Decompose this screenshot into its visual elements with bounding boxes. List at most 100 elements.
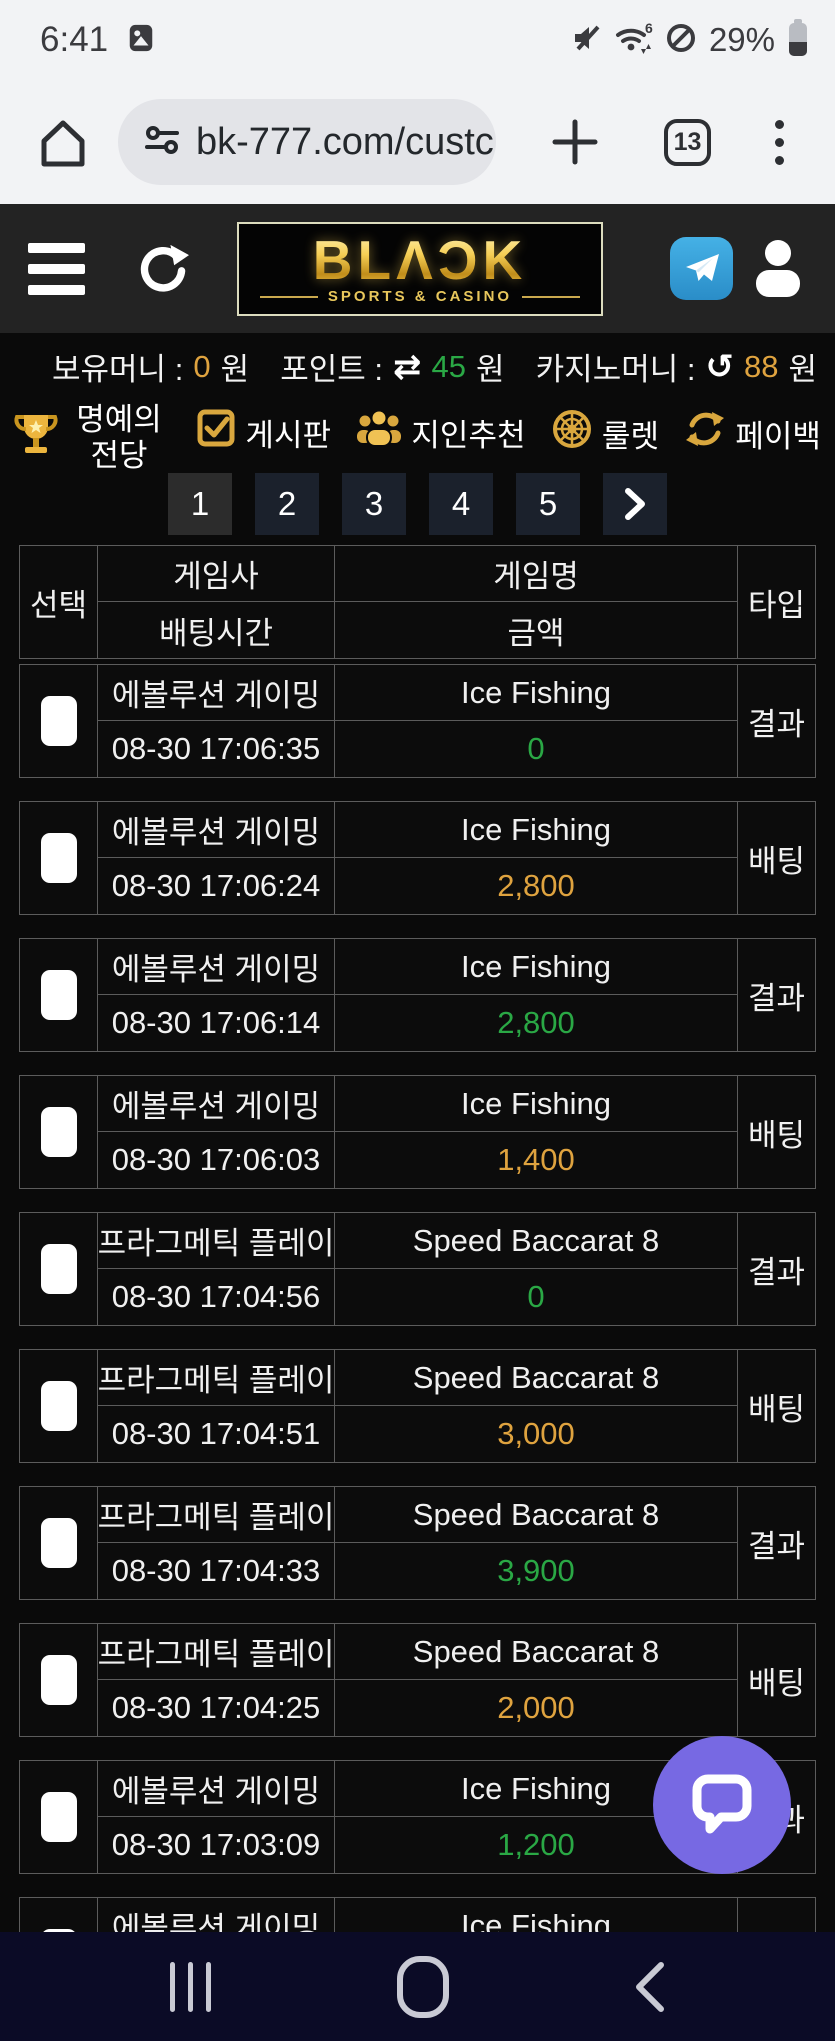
- sound-muted-icon: [571, 22, 603, 59]
- svg-text:6: 6: [645, 21, 653, 36]
- page-button-2[interactable]: 2: [255, 473, 319, 535]
- bet-amount: 2,800: [497, 1005, 575, 1040]
- own-money-label: 보유머니 :: [52, 352, 184, 387]
- wifi6-icon: 6: [615, 20, 653, 60]
- nav-payback[interactable]: 페이백: [684, 408, 821, 458]
- nav-referral[interactable]: 지인추천: [356, 408, 526, 456]
- battery-percent: 29%: [708, 21, 775, 58]
- points-unit: 원: [476, 352, 505, 387]
- tab-switcher-button[interactable]: 13: [664, 118, 711, 166]
- nav-label: 게시판: [245, 417, 331, 453]
- status-bar: 6:41 6 29%: [0, 0, 835, 80]
- pagination-next-button[interactable]: [603, 473, 667, 535]
- row-checkbox[interactable]: [40, 1107, 77, 1157]
- bet-time: 08-30 17:04:33: [111, 1553, 321, 1588]
- profile-button[interactable]: [749, 238, 807, 300]
- bet-amount: 1,400: [497, 1142, 575, 1177]
- bet-row: 프라그메틱 플레이 08-30 17:04:25 Speed Baccarat …: [19, 1623, 816, 1737]
- casino-money-restore-icon[interactable]: ↺: [705, 347, 734, 386]
- recents-button[interactable]: [168, 1960, 214, 2014]
- people-icon: [356, 408, 402, 456]
- header-game: 게임명: [335, 546, 737, 602]
- own-money: 보유머니 : 0 원: [52, 344, 249, 389]
- bet-time: 08-30 17:06:24: [111, 868, 321, 903]
- bet-type: 결과: [747, 706, 806, 742]
- table-header: 선택 게임사 배팅시간 게임명 금액 타입: [19, 545, 816, 659]
- logo-subtitle: SPORTS & CASINO: [260, 288, 580, 305]
- bet-amount: 0: [527, 731, 545, 766]
- bet-type: 결과: [747, 980, 806, 1016]
- game-company: 에볼루션 게이밍: [98, 802, 334, 858]
- page-button-5[interactable]: 5: [516, 473, 580, 535]
- row-checkbox[interactable]: [40, 1244, 77, 1294]
- browser-toolbar: bk-777.com/custc 13: [0, 80, 835, 204]
- site-header: BLΛƆK SPORTS & CASINO: [0, 204, 835, 333]
- chat-bubble-icon: [684, 1765, 760, 1846]
- page-button-3[interactable]: 3: [342, 473, 406, 535]
- livechat-bubble-button[interactable]: [653, 1736, 791, 1874]
- android-nav-bar: [0, 1932, 835, 2041]
- game-company: 에볼루션 게이밍: [98, 939, 334, 995]
- bet-time: 08-30 17:04:51: [111, 1416, 321, 1451]
- header-select: 선택: [20, 546, 98, 658]
- point-exchange-icon[interactable]: ⇄: [393, 347, 422, 386]
- game-name: Ice Fishing: [335, 1761, 737, 1817]
- points-label: 포인트 :: [280, 352, 384, 387]
- nav-hall-of-fame[interactable]: 명예의전당: [14, 402, 171, 474]
- home-button[interactable]: [395, 1955, 451, 2018]
- nav-roulette[interactable]: 룰렛: [551, 408, 659, 458]
- payback-cycle-icon: [684, 408, 726, 458]
- back-button[interactable]: [631, 1960, 667, 2014]
- bet-amount: 3,000: [497, 1416, 575, 1451]
- bet-row: 프라그메틱 플레이 08-30 17:04:33 Speed Baccarat …: [19, 1486, 816, 1600]
- hamburger-menu-button[interactable]: [28, 242, 85, 295]
- bet-type: 배팅: [747, 1391, 806, 1427]
- gallery-notification-icon: [126, 23, 156, 58]
- game-company: 에볼루션 게이밍: [98, 1761, 334, 1817]
- bet-type: 결과: [747, 1254, 806, 1290]
- row-checkbox[interactable]: [40, 1381, 77, 1431]
- row-checkbox[interactable]: [40, 970, 77, 1020]
- nav-label: 명예의전당: [76, 402, 162, 473]
- game-company: 에볼루션 게이밍: [98, 665, 334, 721]
- nav-label: 룰렛: [601, 418, 659, 454]
- row-checkbox[interactable]: [40, 696, 77, 746]
- game-name: Speed Baccarat 8: [335, 1487, 737, 1543]
- site-logo[interactable]: BLΛƆK SPORTS & CASINO: [237, 221, 603, 316]
- page-refresh-button[interactable]: [137, 243, 189, 295]
- bet-amount: 0: [527, 1279, 545, 1314]
- interruption-blocked-icon: [665, 22, 697, 59]
- telegram-button[interactable]: [670, 237, 733, 300]
- game-company: 프라그메틱 플레이: [98, 1213, 334, 1269]
- new-tab-button[interactable]: [552, 119, 598, 165]
- nav-board[interactable]: 게시판: [196, 408, 331, 456]
- row-checkbox[interactable]: [40, 1792, 77, 1842]
- bet-time: 08-30 17:03:09: [111, 1827, 321, 1862]
- row-checkbox[interactable]: [40, 833, 77, 883]
- row-checkbox[interactable]: [40, 1518, 77, 1568]
- url-text: bk-777.com/custc: [196, 120, 494, 163]
- row-checkbox[interactable]: [40, 1655, 77, 1705]
- bet-type: 결과: [747, 1528, 806, 1564]
- header-type: 타입: [747, 587, 806, 623]
- board-check-icon: [196, 408, 236, 456]
- wallet-bar: 보유머니 : 0 원 포인트 : ⇄ 45 원 카지노머니 : ↺ 88 원: [0, 333, 835, 400]
- page-button-1[interactable]: 1: [168, 473, 232, 535]
- bet-amount: 2,000: [497, 1690, 575, 1725]
- url-bar[interactable]: bk-777.com/custc: [118, 99, 496, 185]
- bet-time: 08-30 17:06:35: [111, 731, 321, 766]
- site-settings-tune-icon[interactable]: [144, 123, 180, 162]
- game-name: Speed Baccarat 8: [335, 1624, 737, 1680]
- battery-icon: [787, 18, 809, 62]
- browser-menu-button[interactable]: [775, 119, 784, 165]
- browser-home-button[interactable]: [36, 114, 90, 170]
- bet-row: 에볼루션 게이밍 08-30 17:06:35 Ice Fishing 0 결과: [19, 664, 816, 778]
- bet-row: 에볼루션 게이밍 08-30 17:06:14 Ice Fishing 2,80…: [19, 938, 816, 1052]
- game-company: 프라그메틱 플레이: [98, 1350, 334, 1406]
- game-name: Ice Fishing: [335, 1076, 737, 1132]
- casino-money-label: 카지노머니 :: [535, 352, 696, 387]
- bet-time: 08-30 17:04:25: [111, 1690, 321, 1725]
- page-button-4[interactable]: 4: [429, 473, 493, 535]
- bet-time: 08-30 17:06:03: [111, 1142, 321, 1177]
